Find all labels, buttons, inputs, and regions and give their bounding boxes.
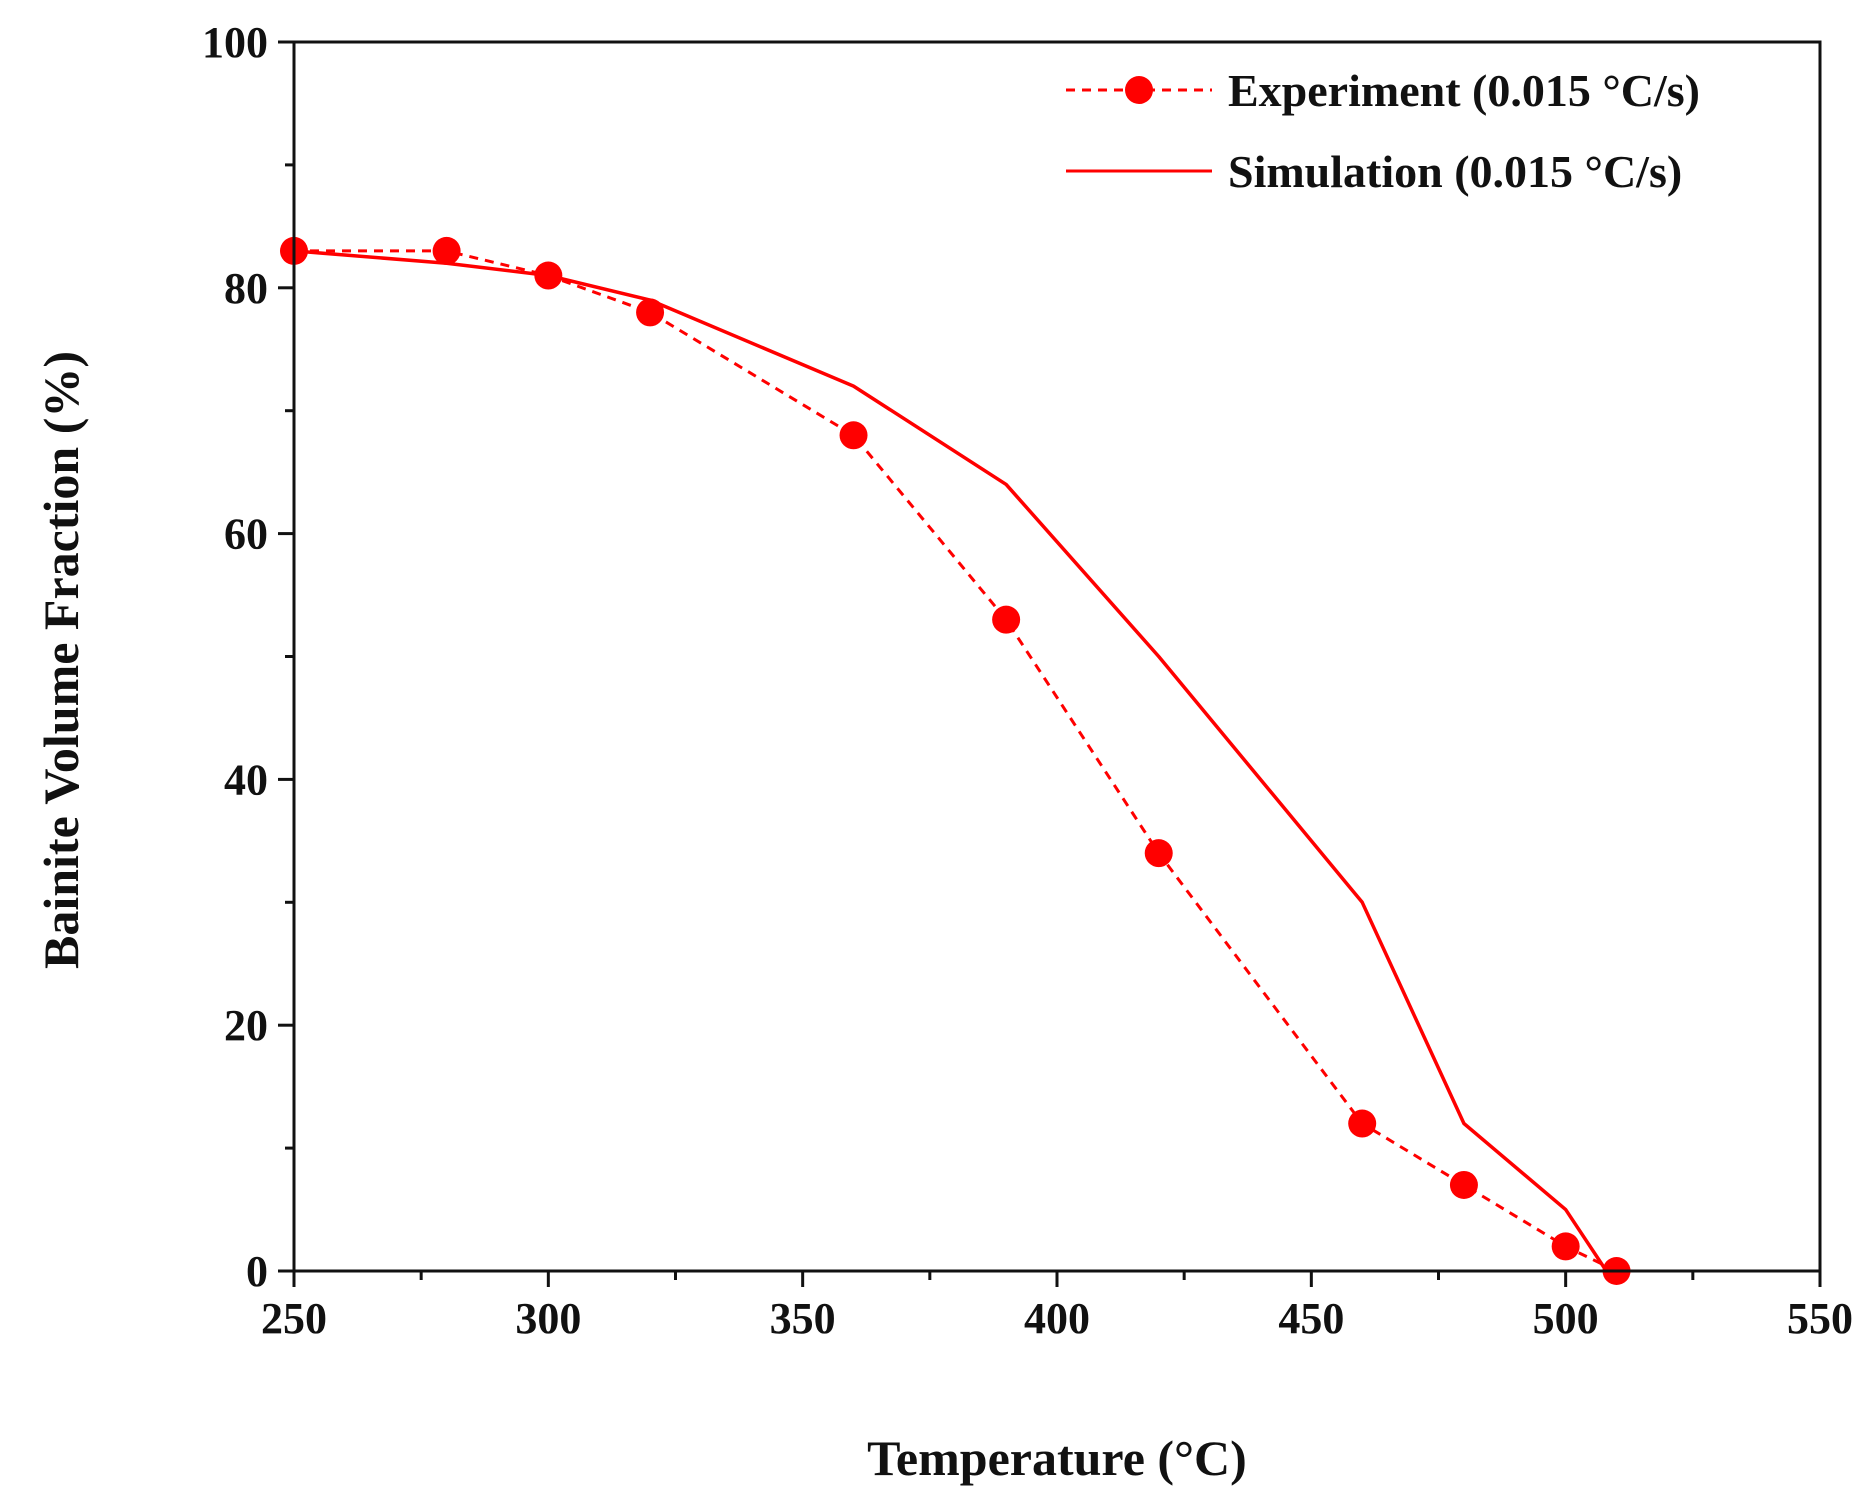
x-tick-label: 350: [770, 1294, 836, 1343]
experiment-point: [636, 298, 665, 327]
experiment-point: [1449, 1170, 1478, 1199]
y-axis-title: Bainite Volume Fraction (%): [33, 351, 89, 969]
legend-experiment-marker: [1125, 76, 1153, 104]
y-tick-label: 0: [246, 1247, 268, 1296]
y-tick-label: 100: [202, 18, 268, 67]
x-axis-ticks: 250 300 350 400 450 500 550: [261, 1271, 1853, 1343]
x-axis-title: Temperature (°C): [867, 1430, 1247, 1486]
simulation-line: [293, 249, 1608, 1272]
experiment-point: [432, 236, 461, 265]
plot-frame: [292, 40, 1822, 1273]
x-tick-label: 550: [1787, 1294, 1853, 1343]
experiment-point: [534, 261, 563, 290]
experiment-point: [839, 421, 868, 450]
y-tick-label: 80: [224, 264, 268, 313]
experiment-point: [1348, 1109, 1377, 1138]
x-tick-label: 450: [1278, 1294, 1344, 1343]
x-tick-label: 500: [1533, 1294, 1599, 1343]
y-tick-label: 60: [224, 510, 268, 559]
x-tick-label: 250: [261, 1294, 327, 1343]
legend-experiment-label: Experiment (0.015 °C/s): [1228, 65, 1700, 116]
experiment-point: [992, 605, 1021, 634]
y-tick-label: 40: [224, 755, 268, 804]
experiment-point: [1551, 1232, 1580, 1261]
legend-simulation-label: Simulation (0.015 °C/s): [1228, 146, 1682, 197]
legend: Experiment (0.015 °C/s) Simulation (0.01…: [1066, 65, 1700, 197]
series-layer: [280, 236, 1631, 1285]
experiment-line: [294, 249, 1618, 1273]
x-tick-label: 300: [515, 1294, 581, 1343]
x-tick-label: 400: [1024, 1294, 1090, 1343]
experiment-point: [1144, 839, 1173, 868]
y-tick-label: 20: [224, 1001, 268, 1050]
y-axis-ticks: 0 20 40 60 80 100: [202, 18, 294, 1296]
